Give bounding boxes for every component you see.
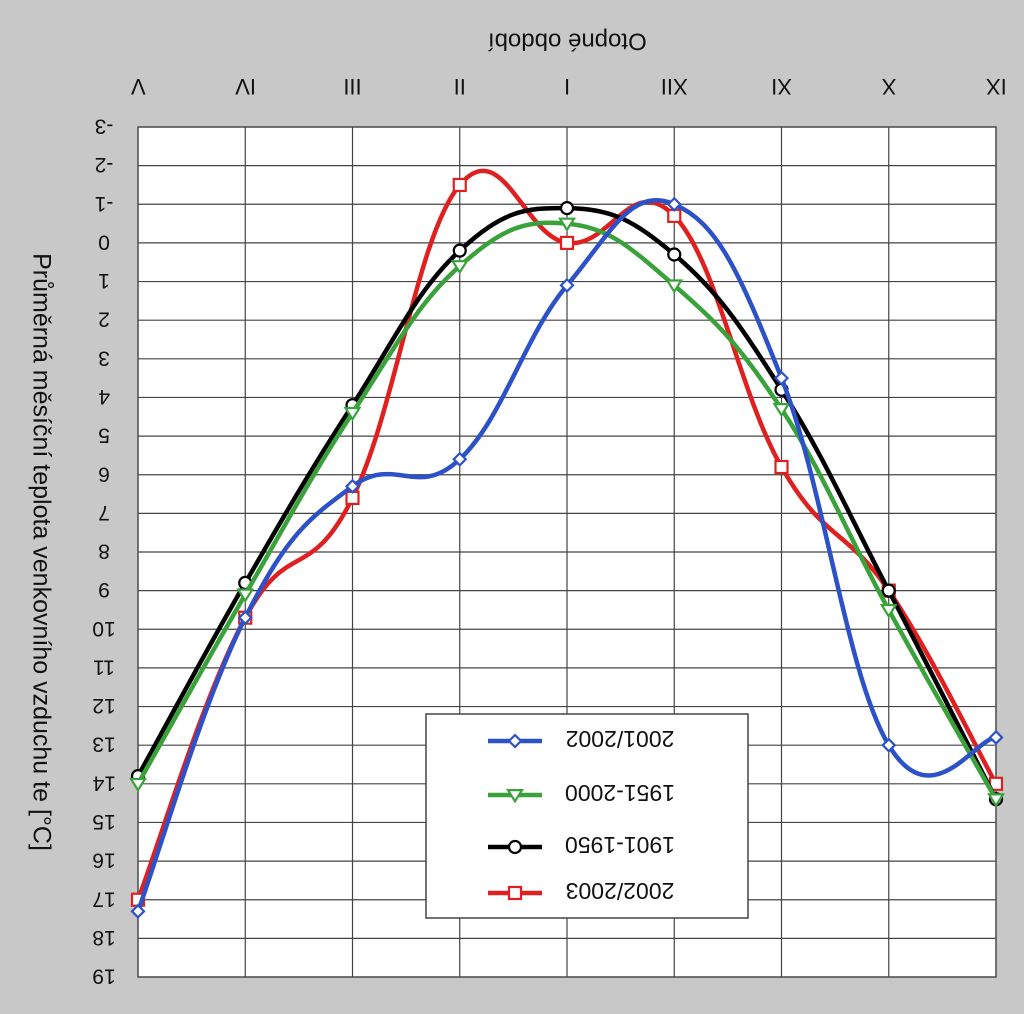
y-tick-label: 17 [92, 887, 115, 910]
chart-title: Otopné období [488, 27, 647, 54]
data-point [452, 177, 467, 193]
y-tick-label: 16 [92, 849, 115, 872]
legend-marker [506, 788, 524, 804]
y-tick-label: 13 [92, 733, 115, 756]
y-tick-label: 18 [92, 926, 115, 949]
data-point [987, 793, 1005, 808]
y-tick-label: 0 [98, 230, 110, 253]
y-tick-label: 19 [92, 965, 115, 988]
data-point [773, 370, 790, 386]
x-tick-label: II [454, 74, 466, 99]
legend-label: 2002/2003 [566, 878, 675, 904]
data-point [881, 737, 897, 753]
y-tick-label: 3 [98, 346, 110, 369]
legend-label: 1951-2000 [565, 780, 675, 806]
x-tick-label: III [343, 74, 361, 99]
data-point [452, 451, 468, 467]
data-point [129, 777, 147, 793]
series-line [135, 168, 999, 902]
data-point [667, 247, 682, 262]
data-point [988, 729, 1004, 746]
plot-border [137, 126, 997, 978]
data-point [452, 243, 467, 258]
data-point [666, 196, 682, 212]
y-axis-label: Průměrná měsíční teplota venkovního vzdu… [27, 253, 55, 851]
data-point [881, 583, 896, 598]
legend-label: 2001/2002 [566, 726, 675, 752]
x-tick-label: IX [986, 74, 1007, 99]
y-tick-label: -1 [95, 192, 114, 215]
legend-entry: 1951-2000 [488, 780, 675, 806]
y-tick-label: 7 [98, 501, 110, 524]
legend-marker [507, 885, 523, 901]
data-point [237, 610, 253, 626]
y-tick-label: 15 [92, 810, 115, 833]
data-point [344, 478, 361, 494]
y-tick-label: 11 [93, 655, 115, 678]
x-tick-label: IV [235, 74, 256, 99]
legend-marker [507, 733, 523, 749]
y-tick-label: 5 [98, 424, 110, 447]
data-point [774, 459, 789, 475]
x-tick-label: XII [661, 74, 688, 99]
legend-entry: 2002/2003 [488, 878, 674, 904]
y-tick-label: 8 [98, 540, 110, 563]
data-point [665, 279, 684, 294]
data-point [772, 403, 791, 418]
data-point [450, 260, 469, 275]
legend-entry: 2001/2002 [488, 726, 674, 752]
data-point [559, 277, 575, 293]
legend-label: 1901-1950 [565, 832, 675, 858]
data-point [558, 217, 576, 232]
series-layer [129, 168, 1005, 919]
data-point [879, 603, 898, 619]
y-tick-label: 12 [92, 694, 115, 717]
y-tick-label: 4 [98, 385, 110, 408]
x-tick-label: X [881, 74, 896, 99]
y-tick-label: 9 [98, 578, 110, 601]
data-point [559, 235, 575, 251]
y-tick-label: -2 [95, 153, 114, 176]
y-tick-label: 1 [98, 269, 110, 292]
legend: 2001/2002 1951-2000 1901-1950 2002/2003 [425, 713, 749, 919]
x-tick-label: XI [771, 74, 792, 99]
x-tick-label: V [131, 74, 146, 99]
data-point [343, 406, 362, 422]
data-point [559, 201, 575, 216]
x-tick-label: I [564, 74, 570, 99]
data-point [130, 903, 146, 919]
series-2001/2002 [130, 196, 1004, 919]
y-tick-label: -3 [95, 115, 114, 138]
data-point [236, 588, 255, 603]
y-tick-label: 14 [92, 771, 116, 794]
legend-box [425, 713, 749, 919]
y-tick-label: 10 [92, 617, 115, 640]
legend-marker [507, 839, 523, 855]
y-tick-label: 6 [98, 462, 110, 485]
legend-entry: 1901-1950 [488, 832, 675, 858]
y-tick-label: 2 [98, 308, 110, 331]
series-1951-2000 [129, 217, 1005, 808]
